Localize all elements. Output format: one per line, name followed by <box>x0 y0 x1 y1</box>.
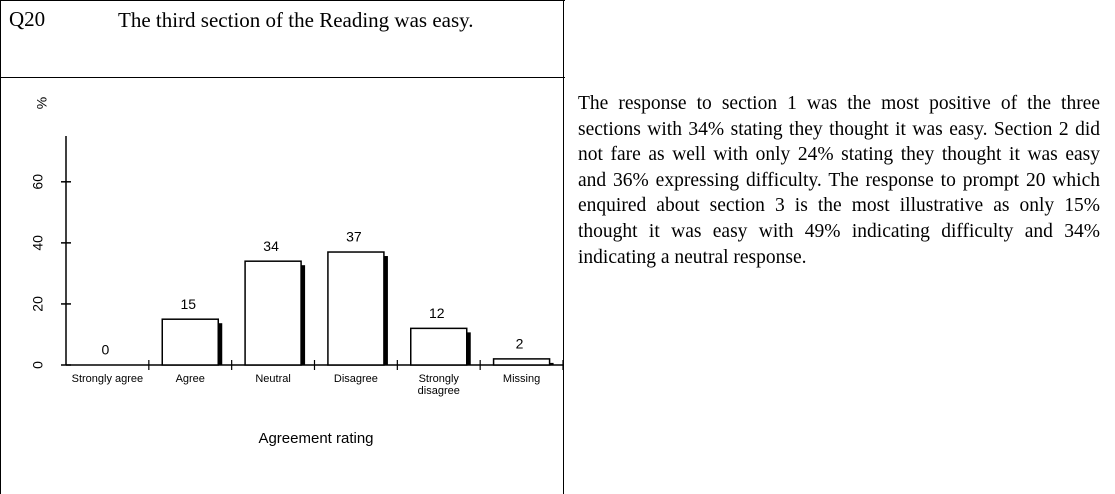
value-label: 15 <box>180 296 196 312</box>
bar <box>161 318 219 366</box>
question-header: Q20 The third section of the Reading was… <box>1 0 565 78</box>
bar-shadow <box>548 362 554 365</box>
question-id: Q20 <box>9 7 46 31</box>
bar <box>492 358 551 366</box>
x-tick-label: Strongly disagree <box>417 373 460 397</box>
x-tick-label: Missing <box>502 373 541 385</box>
y-tick-label: 0 <box>30 361 46 369</box>
value-label: 2 <box>516 336 524 352</box>
value-label: 0 <box>102 342 110 358</box>
x-axis-label: Agreement rating <box>258 430 374 447</box>
left-cell: Q20 The third section of the Reading was… <box>0 0 565 494</box>
y-tick-label: 40 <box>30 235 46 251</box>
x-tick-label: Strongly agree <box>71 373 144 385</box>
bar-shadow <box>465 332 471 365</box>
value-label: 37 <box>346 229 362 245</box>
x-tick-label: Agree <box>175 373 205 385</box>
x-tick-label: Neutral <box>255 373 291 385</box>
x-tick-label: Disagree <box>333 373 378 385</box>
question-text: The third section of the Reading was eas… <box>118 8 474 32</box>
bar-shadow <box>217 323 223 365</box>
bar <box>327 251 385 366</box>
value-label: 34 <box>263 238 279 254</box>
bar-shadow <box>300 265 306 365</box>
value-label: 12 <box>429 305 445 321</box>
bar <box>410 327 468 366</box>
chart: % 0 20 40 60 0 15 34 37 12 2 <box>30 97 563 370</box>
paragraph: The response to section 1 was the most p… <box>578 93 1100 268</box>
y-axis-label: % <box>34 97 50 109</box>
y-tick-label: 20 <box>30 296 46 312</box>
bar-shadow <box>382 256 388 365</box>
y-tick-label: 60 <box>30 174 46 190</box>
bar <box>244 260 302 366</box>
